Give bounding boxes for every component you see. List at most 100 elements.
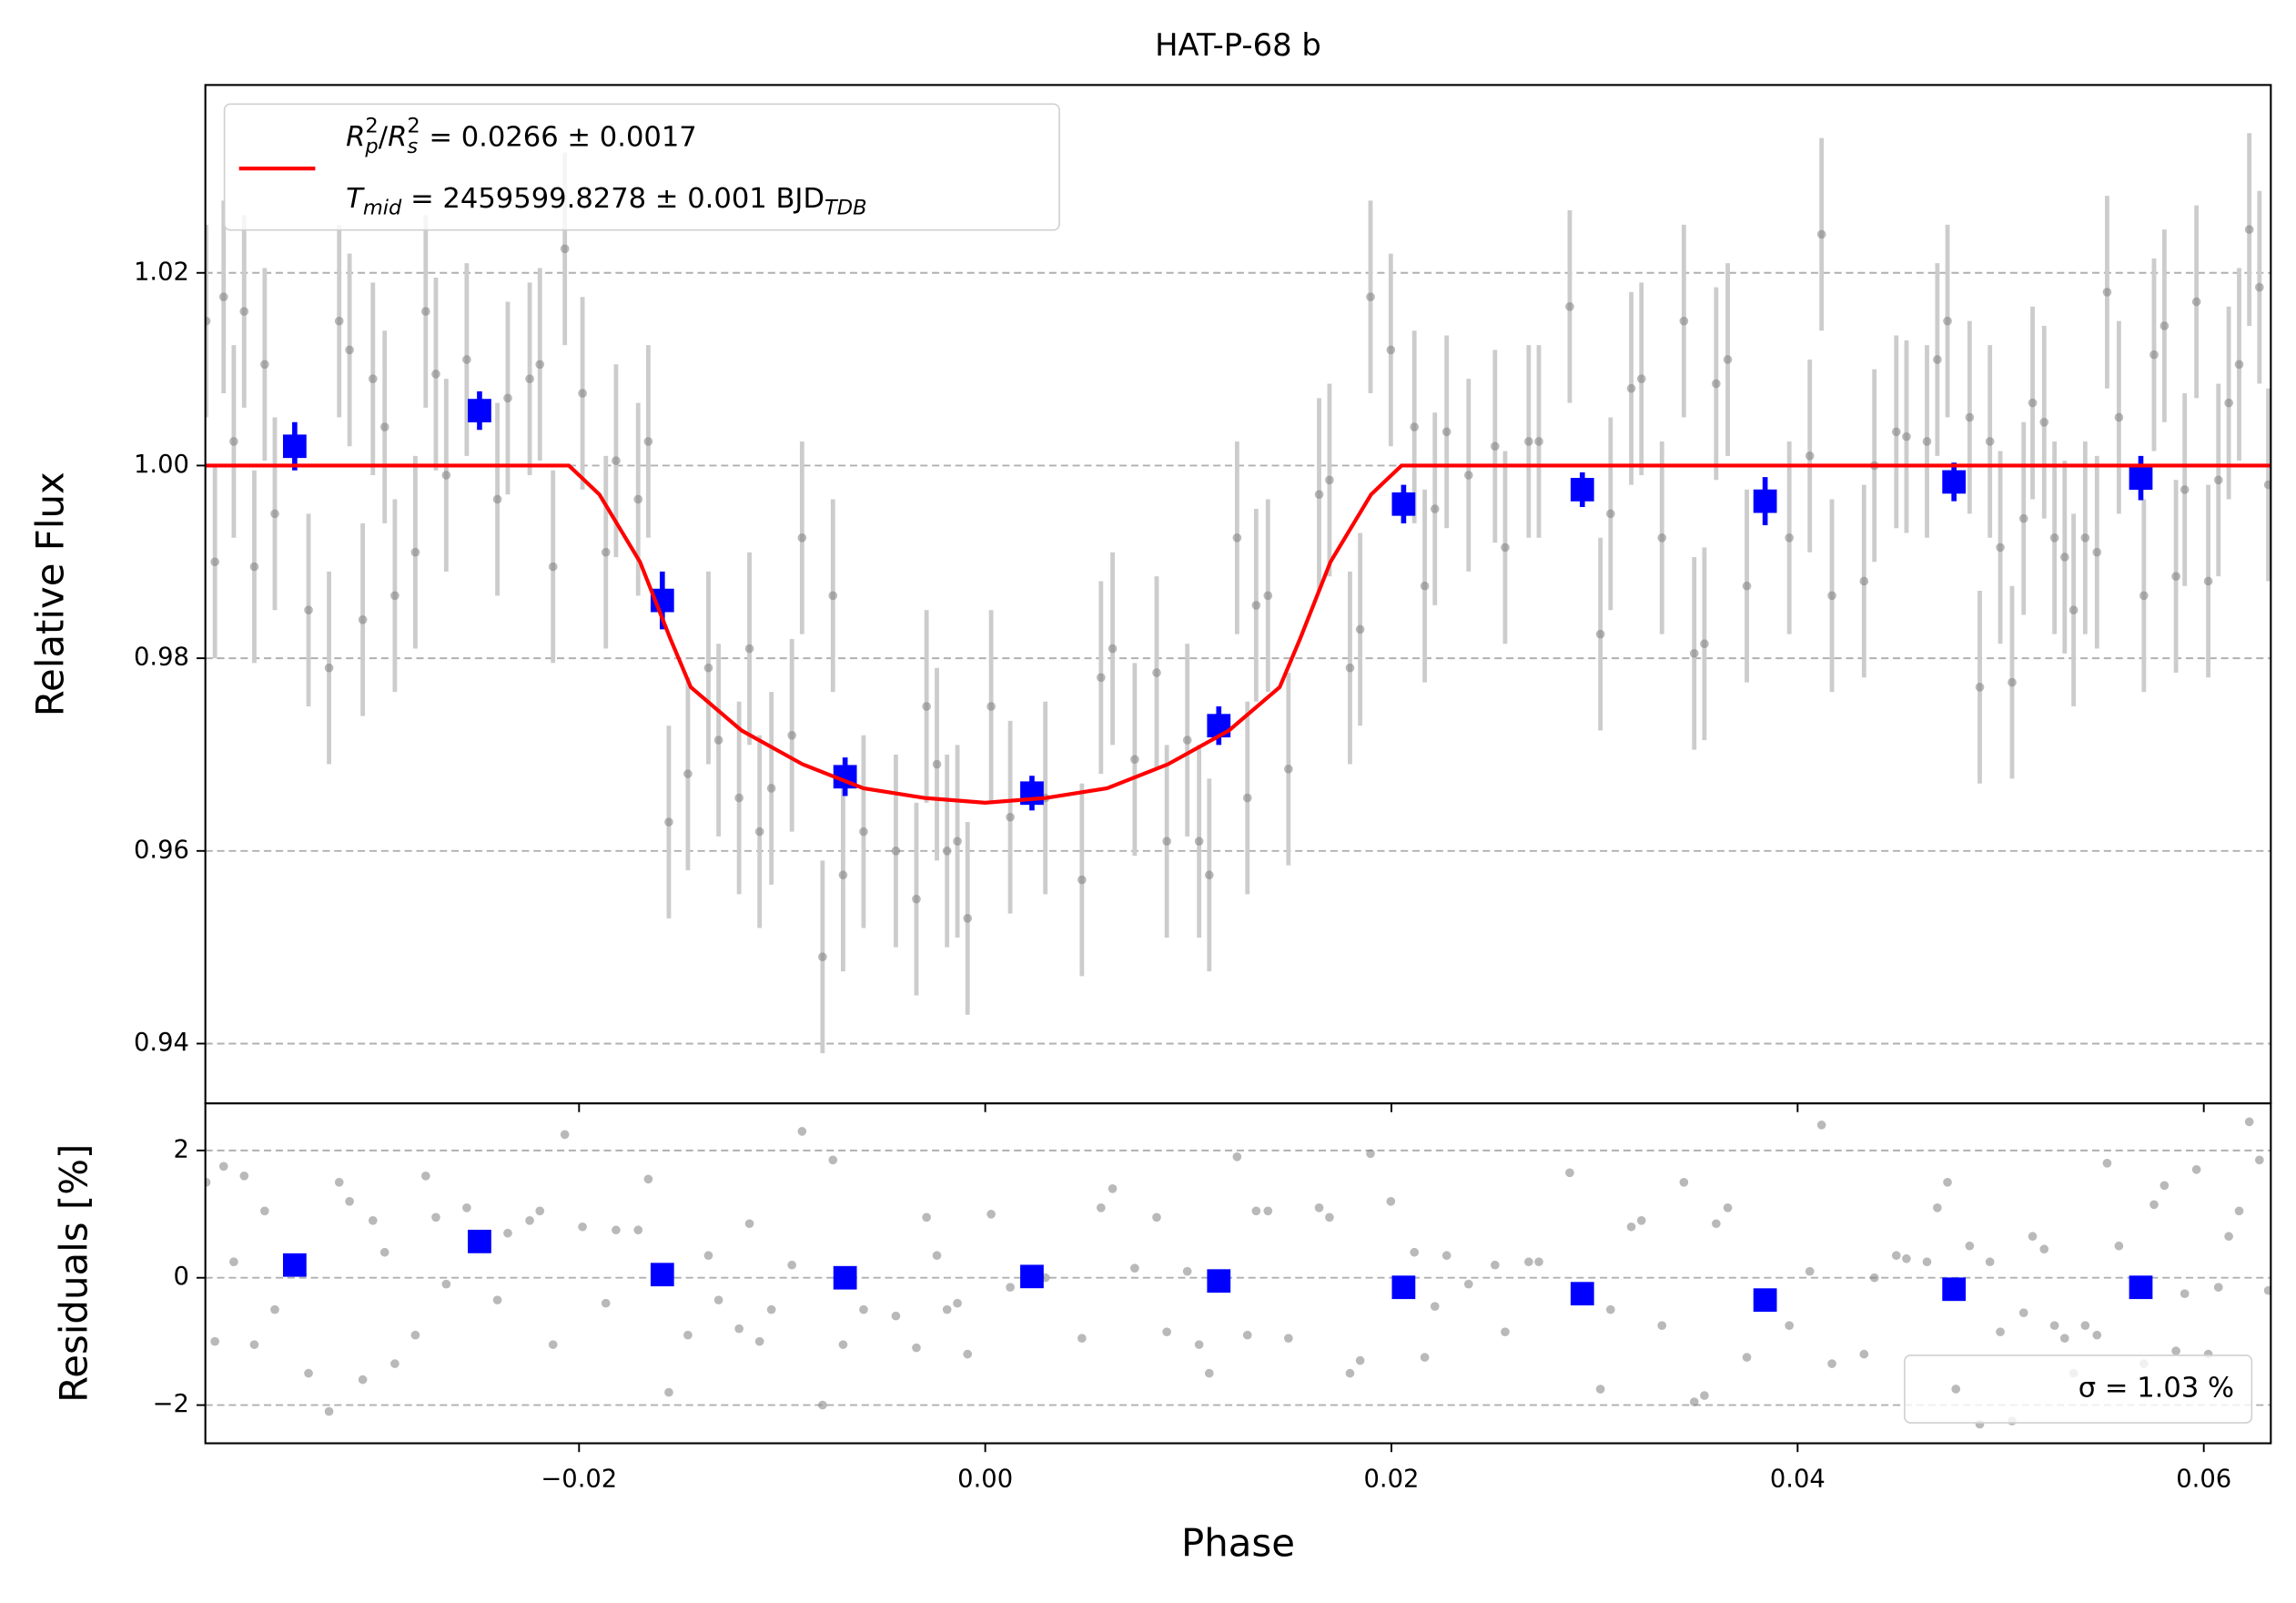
data-point <box>1441 1251 1451 1261</box>
data-point <box>1077 1334 1087 1343</box>
data-point <box>345 345 354 355</box>
data-point <box>953 837 962 847</box>
data-point <box>818 952 827 962</box>
data-point <box>441 1279 451 1289</box>
data-point <box>260 1206 269 1216</box>
data-point <box>548 1340 558 1349</box>
data-point <box>239 307 249 316</box>
data-point <box>1430 504 1440 513</box>
data-point <box>1689 1397 1699 1406</box>
x-tick-label: 0.00 <box>957 1465 1013 1493</box>
data-point <box>1723 355 1733 364</box>
data-point <box>1657 533 1667 543</box>
data-point <box>2234 360 2244 370</box>
data-point <box>2008 677 2017 687</box>
data-point <box>503 1228 512 1238</box>
axes-frame <box>204 1102 2272 1445</box>
data-point <box>1490 441 1500 451</box>
legend-text: 2 <box>365 114 378 137</box>
legend-text: mid <box>363 196 402 219</box>
data-point <box>390 1359 400 1368</box>
data-point <box>703 1251 713 1261</box>
data-point <box>1922 437 1932 446</box>
data-point <box>1441 427 1451 437</box>
data-point <box>1859 1349 1869 1359</box>
data-point <box>2114 1241 2124 1251</box>
data-point <box>1194 1340 1204 1349</box>
binned-point <box>468 1229 491 1253</box>
data-point <box>462 355 471 364</box>
data-point <box>2149 1200 2159 1210</box>
data-point <box>1420 581 1430 591</box>
data-point <box>828 1155 838 1165</box>
data-point <box>2244 225 2254 234</box>
data-point <box>1943 1177 1952 1187</box>
binned-point <box>282 434 307 459</box>
data-point <box>210 1336 219 1346</box>
data-point <box>1657 1321 1667 1330</box>
data-point <box>1933 1202 1942 1212</box>
data-point <box>1816 229 1826 239</box>
data-point <box>525 1215 534 1225</box>
data-point <box>1636 374 1646 384</box>
data-point <box>1152 668 1161 677</box>
data-point <box>2080 533 2090 543</box>
data-point <box>963 1349 973 1359</box>
data-point <box>560 1130 570 1140</box>
binned-point <box>1391 1275 1416 1300</box>
data-point <box>1712 379 1721 389</box>
data-point <box>912 1343 921 1353</box>
data-point <box>420 1171 430 1181</box>
legend-text: = 0.0266 ± 0.0017 <box>420 121 697 153</box>
data-point <box>643 437 653 446</box>
y-tick-label: 1.00 <box>134 451 189 479</box>
data-point <box>932 1251 942 1261</box>
binned-point <box>1207 714 1231 738</box>
data-point <box>859 827 868 837</box>
data-point <box>1108 1183 1118 1193</box>
data-point <box>1869 1273 1879 1283</box>
data-point <box>912 894 921 904</box>
legend-marker <box>1951 1385 1961 1394</box>
chart-title: HAT-P-68 b <box>1155 27 1321 63</box>
data-point <box>1386 1196 1396 1206</box>
data-point <box>744 644 754 654</box>
data-point <box>2263 480 2271 490</box>
data-point <box>379 422 389 431</box>
y-tick-label: 2 <box>174 1135 189 1163</box>
data-point <box>1006 1283 1015 1293</box>
data-point <box>2159 321 2170 330</box>
binned-point <box>1207 1269 1231 1294</box>
binned-point <box>1570 478 1594 502</box>
legend-text: / <box>379 121 389 153</box>
data-point <box>218 1162 228 1172</box>
data-point <box>2255 282 2264 292</box>
data-point <box>734 1324 743 1334</box>
data-point <box>229 1257 238 1267</box>
y-tick-label: 0.94 <box>134 1029 189 1057</box>
data-point <box>1182 1266 1192 1276</box>
x-tick-label: 0.04 <box>1770 1465 1826 1493</box>
data-point <box>420 307 430 316</box>
legend-label: Tmid = 2459599.8278 ± 0.001 BJDTDB <box>346 182 866 219</box>
legend-text: R <box>346 121 365 153</box>
data-point <box>210 557 219 567</box>
data-point <box>1933 355 1942 364</box>
data-point <box>249 1340 259 1349</box>
y-tick-label: 0 <box>174 1263 189 1291</box>
data-point <box>1263 1206 1273 1216</box>
plot-area <box>205 1117 2271 1429</box>
data-point <box>1827 591 1836 601</box>
data-point <box>1386 345 1396 355</box>
data-point <box>1501 543 1510 553</box>
model-line <box>205 463 2271 805</box>
data-point <box>1410 1247 1420 1257</box>
plot-area <box>205 133 2271 1054</box>
data-point <box>270 1304 279 1314</box>
data-point <box>560 244 570 254</box>
data-point <box>218 292 228 302</box>
legend-text: 2 <box>407 114 420 137</box>
legend-label: Rp2/Rs2 = 0.0266 ± 0.0017 <box>346 114 697 158</box>
binned-point <box>1020 1264 1044 1289</box>
